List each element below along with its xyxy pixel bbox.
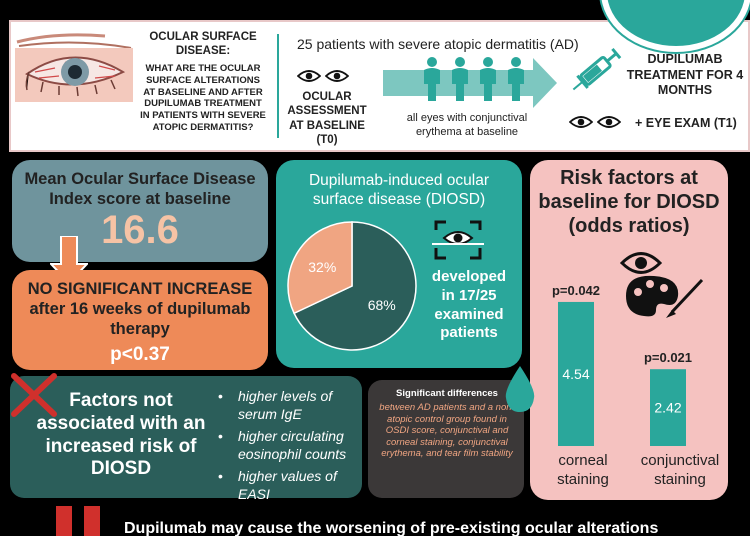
differences-title: Significant differences <box>396 388 498 399</box>
warning-exclamation-icon <box>56 506 100 536</box>
bar-corneal-staining <box>558 301 594 446</box>
baseline-assessment: OCULAR ASSESSMENT AT BASELINE (T0) <box>287 91 367 147</box>
differences-body: between AD patients and a non-atopic con… <box>379 402 515 460</box>
eye-icon <box>297 70 321 82</box>
question-title: OCULAR SURFACE DISEASE: <box>149 31 257 58</box>
osdi-result-panel: NO SIGNIFICANT INCREASE after 16 weeks o… <box>12 270 268 370</box>
eye-icon <box>620 252 662 274</box>
factor-item: higher values of EASI <box>216 468 360 503</box>
treatment-text: DUPILUMAB TREATMENT FOR 4 MONTHS <box>626 52 744 98</box>
bar-label-conjunctival: conjunctival staining <box>640 452 720 488</box>
baseline-eyes <box>297 68 349 84</box>
diosd-developed: developed in 17/25 examined patients <box>431 268 507 342</box>
osdi-title: Mean Ocular Surface Disease Index score … <box>24 170 256 208</box>
person-icon <box>480 57 496 101</box>
header-panel: OCULAR SURFACE DISEASE: WHAT ARE THE OCU… <box>9 0 750 152</box>
diosd-pie-chart: 68% 32% <box>287 221 417 351</box>
diosd-panel: Dupilumab-induced ocular surface disease… <box>276 160 522 368</box>
factors-title: Factors not associated with an increased… <box>36 390 206 480</box>
followup-eyes <box>569 114 621 130</box>
syringe-icon <box>572 47 622 91</box>
eye-icon <box>325 70 349 82</box>
face-scan-icon <box>432 220 484 260</box>
footer-text: Dupilumab may cause the worsening of pre… <box>124 520 659 536</box>
eye-icon <box>597 116 621 128</box>
osdi-panel: Mean Ocular Surface Disease Index score … <box>12 160 268 262</box>
red-cross-icon <box>11 373 57 417</box>
factors-list: higher levels of serum IgE higher circul… <box>216 388 360 508</box>
factor-item: higher levels of serum IgE <box>216 388 360 423</box>
pie-label-diosd: 68% <box>368 297 396 313</box>
person-icon <box>424 57 440 101</box>
bar-label-corneal: corneal staining <box>557 452 609 488</box>
osdi-score: 16.6 <box>101 208 179 252</box>
risk-bar-chart: 4.54 p=0.042 2.42 p=0.021 <box>552 283 692 446</box>
patient-group <box>421 56 527 102</box>
vertical-divider <box>277 34 279 138</box>
red-eye-icon <box>15 33 133 102</box>
bar-p-value-label: p=0.042 <box>552 283 600 298</box>
bar-conjunctival-staining <box>650 369 686 446</box>
pie-label-no-diosd: 32% <box>308 259 336 275</box>
question-block: OCULAR SURFACE DISEASE: WHAT ARE THE OCU… <box>139 30 267 134</box>
conjunctival-note: all eyes with conjunctival erythema at b… <box>406 112 528 138</box>
bar-value-label: 2.42 <box>654 400 681 416</box>
diosd-title: Dupilumab-induced ocular surface disease… <box>308 172 490 208</box>
patients-text: 25 patients with severe atopic dermatiti… <box>297 36 579 52</box>
paint-palette-icon <box>626 275 704 318</box>
bar-value-label: 4.54 <box>562 366 589 382</box>
footer-bar: Dupilumab may cause the worsening of pre… <box>0 504 750 536</box>
risk-panel: Risk factors at baseline for DIOSD (odds… <box>530 160 728 500</box>
person-icon <box>452 57 468 101</box>
person-icon <box>508 57 524 101</box>
factor-item: higher circulating eosinophil counts <box>216 428 360 463</box>
eye-icon <box>569 116 593 128</box>
osdi-p-value: p<0.37 <box>110 344 170 365</box>
osdi-result: NO SIGNIFICANT INCREASE after 16 weeks o… <box>27 280 253 338</box>
risk-title: Risk factors at baseline for DIOSD (odds… <box>538 167 720 237</box>
pie-slice-no-diosd <box>287 221 353 315</box>
eye-exam-text: + EYE EXAM (T1) <box>635 116 737 130</box>
differences-panel: Significant differences between AD patie… <box>368 380 524 498</box>
tear-drop-icon <box>505 366 535 412</box>
pie-slice-diosd <box>293 221 417 351</box>
bar-p-value-label: p=0.021 <box>644 350 692 365</box>
question-body: WHAT ARE THE OCULAR SURFACE ALTERATIONS … <box>140 62 266 134</box>
factors-panel: Factors not associated with an increased… <box>10 376 362 502</box>
